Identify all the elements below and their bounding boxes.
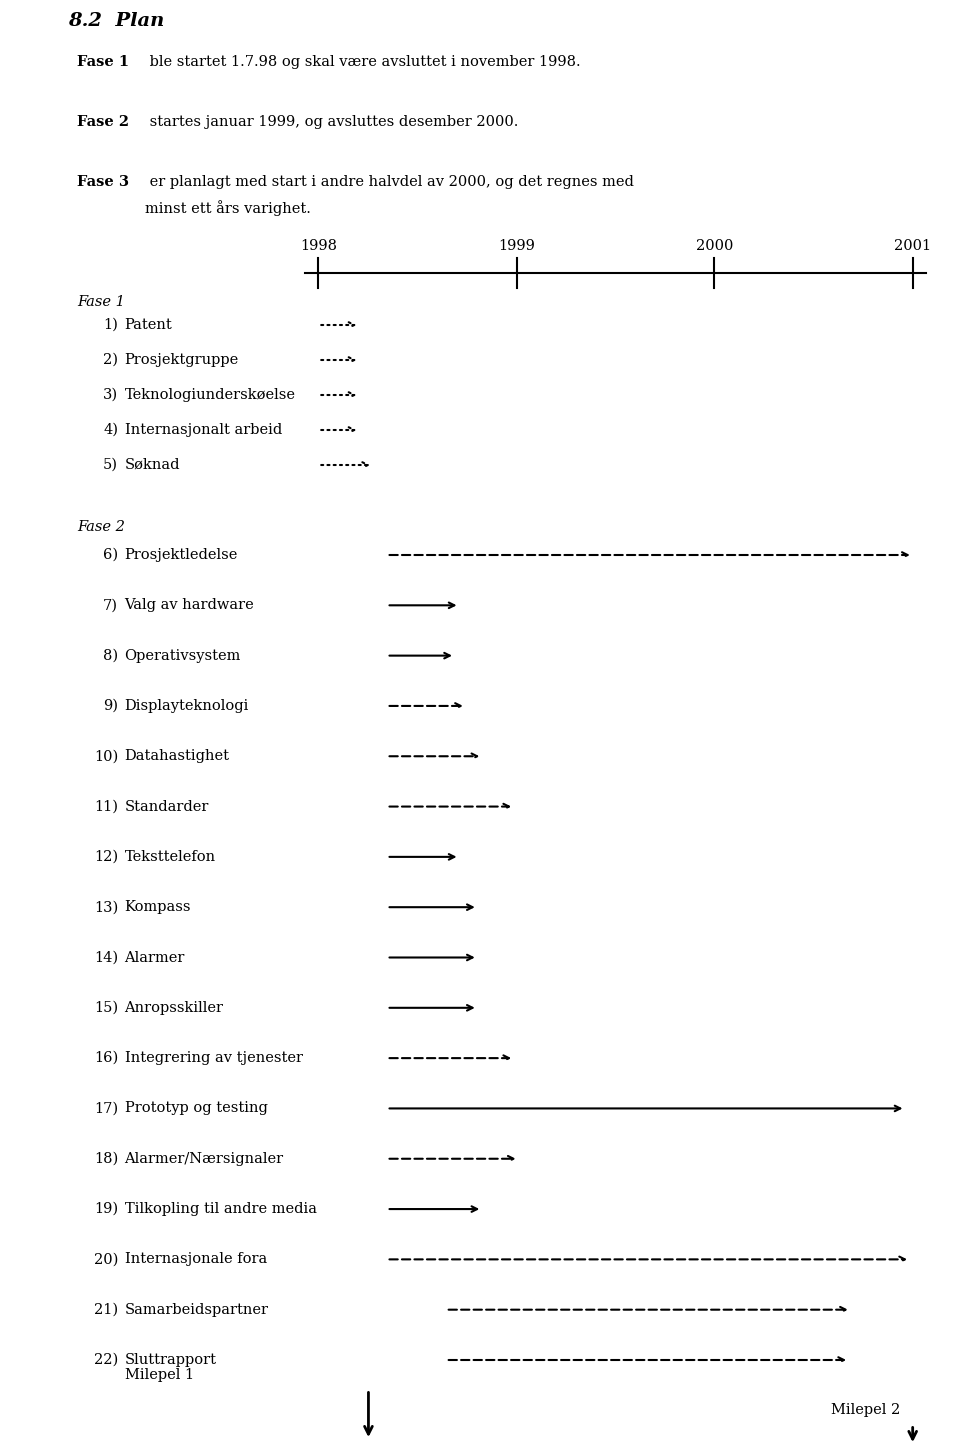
Text: B: B <box>20 624 30 637</box>
Text: E: E <box>21 442 29 455</box>
Text: E: E <box>21 685 29 697</box>
Text: R: R <box>20 199 30 212</box>
Text: er planlagt med start i andre halvdel av 2000, og det regnes med: er planlagt med start i andre halvdel av… <box>146 175 635 189</box>
Text: Fase 2: Fase 2 <box>77 519 125 534</box>
Text: Valg av hardware: Valg av hardware <box>125 598 254 613</box>
Text: 20): 20) <box>94 1253 118 1266</box>
Text: Fase 1: Fase 1 <box>77 295 125 308</box>
Text: Alarmer/Nærsignaler: Alarmer/Nærsignaler <box>125 1152 283 1165</box>
Text: Operativsystem: Operativsystem <box>125 649 241 662</box>
Text: 7): 7) <box>103 598 118 613</box>
Text: 13): 13) <box>94 901 118 914</box>
Text: S: S <box>21 1170 29 1183</box>
Text: 21): 21) <box>94 1302 118 1317</box>
Text: 4): 4) <box>103 423 118 436</box>
Text: 2001: 2001 <box>894 239 931 253</box>
Text: Milepel 1: Milepel 1 <box>125 1368 194 1382</box>
Text: Fase 3: Fase 3 <box>77 175 130 189</box>
Text: L: L <box>21 1109 29 1122</box>
Text: 1.02: 1.02 <box>12 17 37 28</box>
Text: 15): 15) <box>94 1001 118 1014</box>
Text: Teksttelefon: Teksttelefon <box>125 850 216 864</box>
Text: J: J <box>23 381 27 394</box>
Text: Prosjektledelse: Prosjektledelse <box>125 549 238 562</box>
Text: Milepel 2: Milepel 2 <box>830 1403 900 1417</box>
Text: E: E <box>21 1049 29 1061</box>
Text: 1998: 1998 <box>300 239 337 253</box>
Text: E: E <box>21 1231 29 1243</box>
Text: 12): 12) <box>94 850 118 864</box>
Text: 1): 1) <box>104 319 118 332</box>
Text: T: T <box>21 563 29 576</box>
Text: Fase 2: Fase 2 <box>77 115 130 129</box>
Text: 8.2  Plan: 8.2 Plan <box>68 12 164 31</box>
Text: I: I <box>23 927 27 940</box>
Text: 19): 19) <box>94 1202 118 1216</box>
Text: 22): 22) <box>94 1353 118 1368</box>
Text: Integrering av tjenester: Integrering av tjenester <box>125 1051 302 1065</box>
Text: startes januar 1999, og avsluttes desember 2000.: startes januar 1999, og avsluttes desemb… <box>146 115 518 129</box>
Text: Samarbeidspartner: Samarbeidspartner <box>125 1302 269 1317</box>
Text: 2000: 2000 <box>696 239 733 253</box>
Text: 3): 3) <box>103 388 118 402</box>
Text: Tilkopling til andre media: Tilkopling til andre media <box>125 1202 317 1216</box>
Text: 2): 2) <box>103 354 118 367</box>
Text: Anropsskiller: Anropsskiller <box>125 1001 224 1014</box>
Text: Prototyp og testing: Prototyp og testing <box>125 1101 268 1116</box>
Text: 10): 10) <box>94 749 118 764</box>
Text: Alarmer: Alarmer <box>125 950 185 965</box>
Text: 1999: 1999 <box>498 239 536 253</box>
Text: Teknologiunderskøelse: Teknologiunderskøelse <box>125 388 296 402</box>
Text: 18): 18) <box>94 1152 118 1165</box>
Text: 11): 11) <box>94 800 118 813</box>
Text: K: K <box>20 806 30 819</box>
Text: 5): 5) <box>103 458 118 471</box>
Text: S: S <box>21 745 29 758</box>
Text: Datahastighet: Datahastighet <box>125 749 229 764</box>
Text: S: S <box>21 322 29 333</box>
Text: V: V <box>20 988 30 1001</box>
Text: 6): 6) <box>103 549 118 562</box>
Text: ble startet 1.7.98 og skal være avsluttet i november 1998.: ble startet 1.7.98 og skal være avslutte… <box>146 55 581 68</box>
Text: 17): 17) <box>94 1101 118 1116</box>
Text: Internasjonale fora: Internasjonale fora <box>125 1253 267 1266</box>
Text: Prosjektgruppe: Prosjektgruppe <box>125 354 239 367</box>
Text: R: R <box>20 867 30 879</box>
Text: P: P <box>21 140 29 151</box>
Text: Internasjonalt arbeid: Internasjonalt arbeid <box>125 423 282 436</box>
Text: 9): 9) <box>103 698 118 713</box>
Text: Standarder: Standarder <box>125 800 209 813</box>
Text: Patent: Patent <box>125 319 172 332</box>
Text: Displayteknologi: Displayteknologi <box>125 698 249 713</box>
Text: O: O <box>20 260 30 274</box>
Text: Fase 1: Fase 1 <box>77 55 130 68</box>
Text: Sluttrapport: Sluttrapport <box>125 1353 217 1368</box>
Text: 8): 8) <box>103 649 118 662</box>
Text: Søknad: Søknad <box>125 458 180 471</box>
Text: 14: 14 <box>16 1424 34 1438</box>
Text: Kompass: Kompass <box>125 901 191 914</box>
Text: 16): 16) <box>94 1051 118 1065</box>
Text: K: K <box>20 503 30 515</box>
Text: 14): 14) <box>94 950 118 965</box>
Text: minst ett års varighet.: minst ett års varighet. <box>146 199 311 215</box>
